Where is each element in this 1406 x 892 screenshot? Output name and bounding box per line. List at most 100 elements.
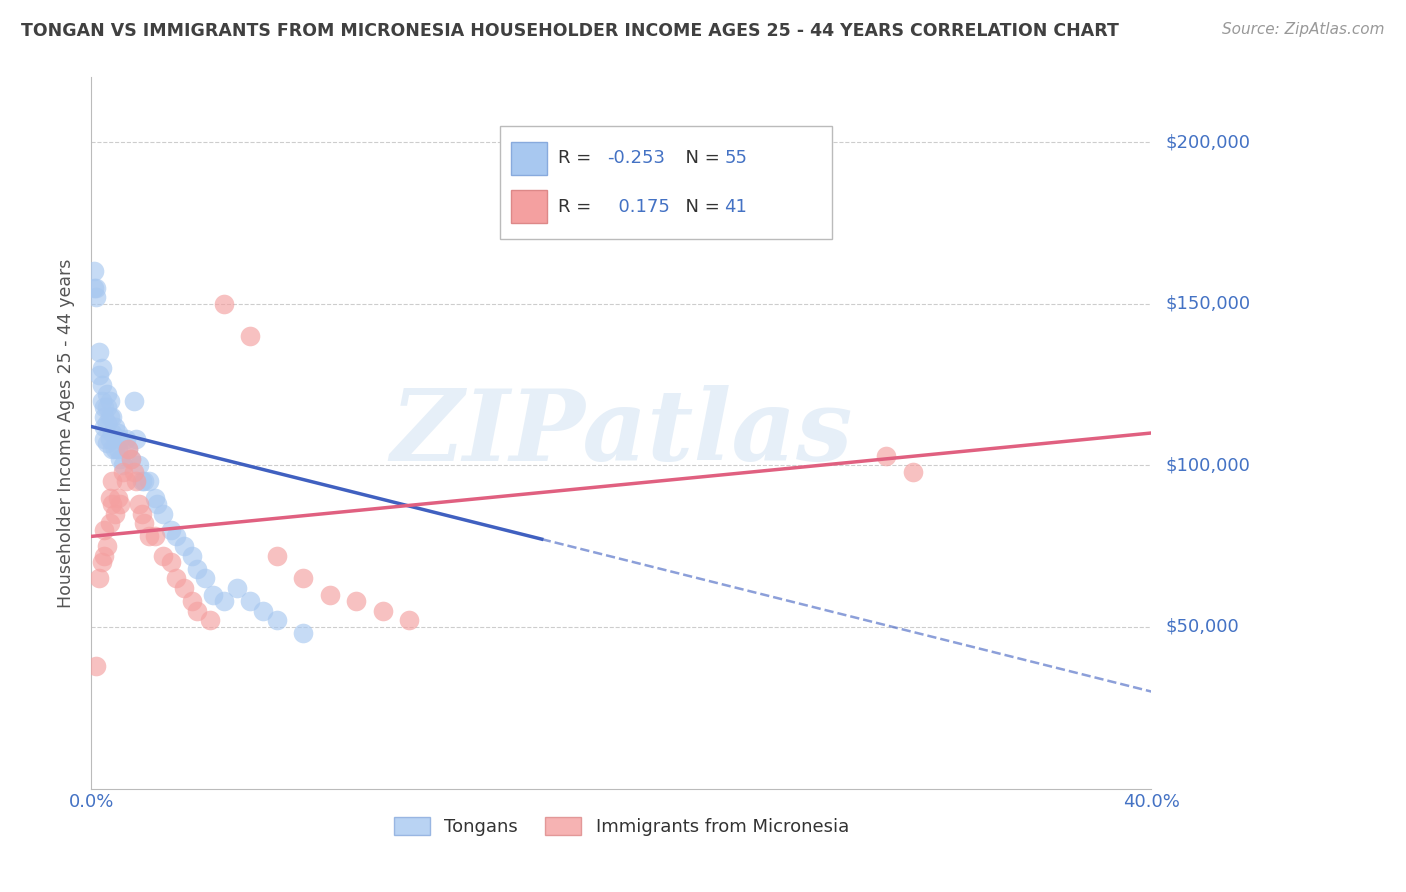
Point bbox=[93, 549, 115, 563]
Point bbox=[146, 497, 169, 511]
Point bbox=[186, 562, 208, 576]
Point bbox=[266, 549, 288, 563]
Text: ZIPatlas: ZIPatlas bbox=[389, 384, 852, 482]
Point bbox=[134, 516, 156, 531]
Point bbox=[159, 555, 181, 569]
Text: 0.175: 0.175 bbox=[607, 198, 671, 216]
Point bbox=[86, 280, 108, 294]
Legend: Tongans, Immigrants from Micronesia: Tongans, Immigrants from Micronesia bbox=[387, 810, 856, 844]
Point bbox=[398, 614, 420, 628]
Point bbox=[101, 425, 124, 440]
Point bbox=[200, 614, 222, 628]
Text: 55: 55 bbox=[724, 150, 747, 168]
Point bbox=[292, 571, 315, 585]
Point bbox=[98, 516, 121, 531]
Point bbox=[107, 491, 129, 505]
Point bbox=[90, 555, 112, 569]
Point bbox=[875, 449, 897, 463]
Point bbox=[318, 588, 340, 602]
Point bbox=[104, 442, 127, 457]
Point bbox=[212, 594, 235, 608]
Point bbox=[186, 604, 208, 618]
Point bbox=[212, 296, 235, 310]
Text: TONGAN VS IMMIGRANTS FROM MICRONESIA HOUSEHOLDER INCOME AGES 25 - 44 YEARS CORRE: TONGAN VS IMMIGRANTS FROM MICRONESIA HOU… bbox=[21, 22, 1119, 40]
Text: Source: ZipAtlas.com: Source: ZipAtlas.com bbox=[1222, 22, 1385, 37]
Point bbox=[114, 433, 136, 447]
Point bbox=[93, 409, 115, 424]
Point bbox=[122, 393, 145, 408]
Point bbox=[173, 539, 195, 553]
Point bbox=[125, 433, 148, 447]
Text: -0.253: -0.253 bbox=[607, 150, 665, 168]
Point bbox=[101, 497, 124, 511]
Text: N =: N = bbox=[673, 150, 725, 168]
Point bbox=[93, 433, 115, 447]
Point bbox=[107, 442, 129, 457]
Point bbox=[120, 451, 142, 466]
Point bbox=[266, 614, 288, 628]
Point bbox=[104, 507, 127, 521]
Point bbox=[98, 433, 121, 447]
Point bbox=[83, 264, 105, 278]
Point bbox=[86, 658, 108, 673]
Point bbox=[252, 604, 274, 618]
Point bbox=[239, 329, 262, 343]
Point bbox=[131, 475, 153, 489]
Point bbox=[239, 594, 262, 608]
Point bbox=[165, 571, 187, 585]
Point bbox=[96, 400, 118, 414]
Text: $100,000: $100,000 bbox=[1166, 457, 1250, 475]
Point bbox=[180, 549, 202, 563]
Point bbox=[93, 419, 115, 434]
Point bbox=[117, 442, 139, 457]
Text: N =: N = bbox=[673, 198, 725, 216]
Y-axis label: Householder Income Ages 25 - 44 years: Householder Income Ages 25 - 44 years bbox=[58, 259, 75, 607]
Point bbox=[101, 475, 124, 489]
Point bbox=[125, 475, 148, 489]
Point bbox=[152, 507, 174, 521]
Point bbox=[901, 465, 924, 479]
Point bbox=[292, 626, 315, 640]
Point bbox=[110, 451, 132, 466]
Point bbox=[165, 529, 187, 543]
Point bbox=[111, 458, 134, 473]
Point bbox=[344, 594, 367, 608]
Point bbox=[104, 419, 127, 434]
Point bbox=[180, 594, 202, 608]
Point bbox=[96, 435, 118, 450]
Point bbox=[90, 377, 112, 392]
Point bbox=[98, 393, 121, 408]
Point bbox=[83, 280, 105, 294]
Point bbox=[93, 523, 115, 537]
Text: R =: R = bbox=[558, 198, 598, 216]
Text: $150,000: $150,000 bbox=[1166, 294, 1250, 313]
Point bbox=[90, 361, 112, 376]
Text: R =: R = bbox=[558, 150, 598, 168]
Point bbox=[371, 604, 394, 618]
Point bbox=[87, 368, 110, 382]
Point bbox=[87, 571, 110, 585]
Point bbox=[143, 529, 166, 543]
Point bbox=[134, 475, 156, 489]
Point bbox=[96, 417, 118, 431]
Point bbox=[143, 491, 166, 505]
Point bbox=[120, 451, 142, 466]
Point bbox=[173, 581, 195, 595]
Point bbox=[128, 458, 150, 473]
Point bbox=[114, 475, 136, 489]
Point bbox=[86, 290, 108, 304]
Point bbox=[98, 409, 121, 424]
Point bbox=[90, 393, 112, 408]
Point bbox=[101, 442, 124, 457]
Point bbox=[117, 442, 139, 457]
Point bbox=[110, 497, 132, 511]
Point bbox=[194, 571, 217, 585]
Point bbox=[96, 387, 118, 401]
Point bbox=[87, 345, 110, 359]
Point bbox=[96, 539, 118, 553]
Point bbox=[202, 588, 225, 602]
Point bbox=[152, 549, 174, 563]
Point bbox=[111, 465, 134, 479]
Text: $50,000: $50,000 bbox=[1166, 618, 1239, 636]
Point bbox=[107, 425, 129, 440]
